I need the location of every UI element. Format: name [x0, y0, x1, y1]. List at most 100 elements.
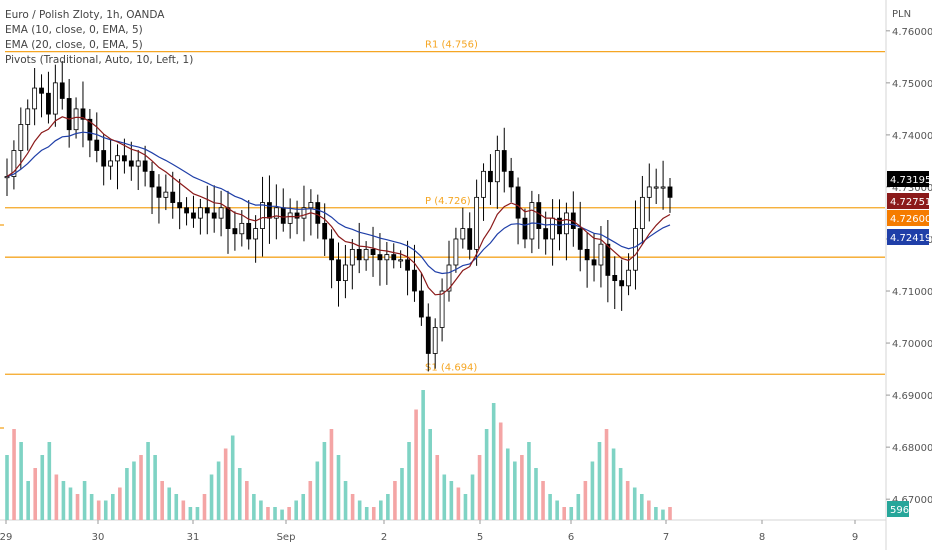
- pivot-tag: 4.72600: [890, 214, 931, 225]
- candle-body: [73, 108, 79, 131]
- candle-body: [18, 124, 24, 151]
- candle-body: [522, 217, 528, 240]
- price-axis[interactable]: PLN4.760004.750004.740004.730004.720004.…: [886, 9, 932, 517]
- candle-body: [460, 228, 466, 240]
- time-tick-label: 31: [187, 532, 200, 543]
- candle-body: [550, 217, 555, 240]
- volume-bar: [364, 507, 369, 520]
- candle-body: [273, 207, 279, 219]
- volume-bar: [534, 468, 538, 520]
- legend-ema20[interactable]: EMA (20, close, 0, EMA, 5): [5, 39, 143, 51]
- candle-body: [667, 186, 673, 198]
- candle-body: [184, 207, 189, 214]
- volume-bar: [357, 500, 362, 520]
- volume-bar: [252, 494, 256, 520]
- volume-bar: [647, 500, 651, 520]
- candle-body: [101, 150, 107, 167]
- candle-body: [52, 82, 58, 115]
- volume-bar: [668, 507, 672, 520]
- time-axis[interactable]: 29 30 31 Sep 2 5 6 7 8 9: [0, 520, 858, 543]
- pivot-lines: R1 (4.756) P (4.726) S1 (4.694): [0, 40, 885, 429]
- volume-bar: [329, 429, 334, 520]
- candle-body: [453, 238, 459, 266]
- volume-bar: [498, 422, 503, 520]
- last-price-tag: 4.73195: [890, 175, 931, 186]
- legend-pivots[interactable]: Pivots (Traditional, Auto, 10, Left, 1): [5, 54, 194, 66]
- volume-bar: [301, 494, 306, 520]
- candle-body: [239, 222, 245, 235]
- legend-title[interactable]: Euro / Polish Zloty, 1h, OANDA: [5, 9, 165, 21]
- candle-body: [646, 186, 652, 198]
- volume-bar: [54, 474, 59, 520]
- candle-body: [59, 82, 65, 99]
- candle-body: [280, 207, 286, 224]
- candle-body: [211, 212, 217, 219]
- time-tick-label: 8: [759, 532, 765, 543]
- candle-body: [25, 108, 31, 125]
- time-tick-label: Sep: [277, 532, 296, 543]
- candle-body: [170, 191, 176, 203]
- legend-ema10[interactable]: EMA (10, close, 0, EMA, 5): [5, 24, 143, 36]
- candle-body: [232, 228, 238, 235]
- ema10-tag: 4.72751: [890, 197, 931, 208]
- candle-body: [287, 212, 293, 224]
- price-tick-label: 4.69000: [892, 391, 932, 402]
- volume-bar: [470, 474, 475, 520]
- candle-body: [343, 264, 348, 282]
- volume-bar: [33, 468, 38, 520]
- volume-bar: [654, 507, 658, 520]
- volume-bar: [110, 494, 115, 520]
- volume-bar: [639, 494, 644, 520]
- volume-bar: [548, 494, 552, 520]
- candle-body: [322, 222, 328, 240]
- candle-body: [246, 222, 252, 240]
- volume-bar: [449, 481, 454, 520]
- candle-body: [564, 212, 569, 235]
- candle-body: [639, 196, 645, 229]
- volume-bar: [118, 487, 122, 520]
- volume-bar: [562, 507, 567, 520]
- candle-body: [660, 186, 666, 189]
- volume-bar: [456, 487, 461, 520]
- volume-bar: [379, 500, 383, 520]
- candle-body: [591, 259, 597, 266]
- candle-body: [425, 316, 431, 354]
- volume-bar: [513, 461, 517, 520]
- candle-body: [163, 191, 169, 198]
- price-tick-label: 4.76000: [892, 27, 932, 38]
- candle-body: [598, 243, 604, 266]
- volume-bar: [393, 481, 397, 520]
- candle-body: [653, 186, 659, 189]
- candle-body: [149, 170, 155, 188]
- candle-body: [66, 98, 72, 131]
- volume-bar: [400, 468, 404, 520]
- candle-body: [377, 254, 383, 261]
- candle-body: [204, 207, 210, 214]
- candle-body: [87, 118, 93, 141]
- price-tick-label: 4.71000: [892, 287, 932, 298]
- volume-bar: [505, 448, 510, 520]
- candle-body: [405, 259, 410, 271]
- volume-bar: [421, 390, 425, 520]
- candle-body: [336, 259, 341, 282]
- volume-bar: [435, 455, 440, 520]
- volume-bar: [555, 500, 559, 520]
- candle-body: [301, 207, 307, 219]
- volume-bar: [5, 455, 9, 520]
- candle-body: [363, 248, 369, 261]
- volume-bar: [280, 509, 284, 520]
- volume-bar: [259, 500, 263, 520]
- candle-body: [218, 207, 224, 219]
- volume-bar: [541, 481, 545, 520]
- pivot-label: P (4.726): [425, 196, 471, 207]
- candle-body: [135, 160, 141, 167]
- volume-bar: [463, 494, 468, 520]
- volume-bar: [230, 435, 235, 520]
- volume-bar: [47, 442, 52, 520]
- volume-bar: [139, 455, 143, 520]
- volume-bar: [414, 409, 418, 520]
- candle-body: [329, 238, 334, 261]
- candle-body: [446, 264, 452, 292]
- volume-bar: [195, 507, 200, 520]
